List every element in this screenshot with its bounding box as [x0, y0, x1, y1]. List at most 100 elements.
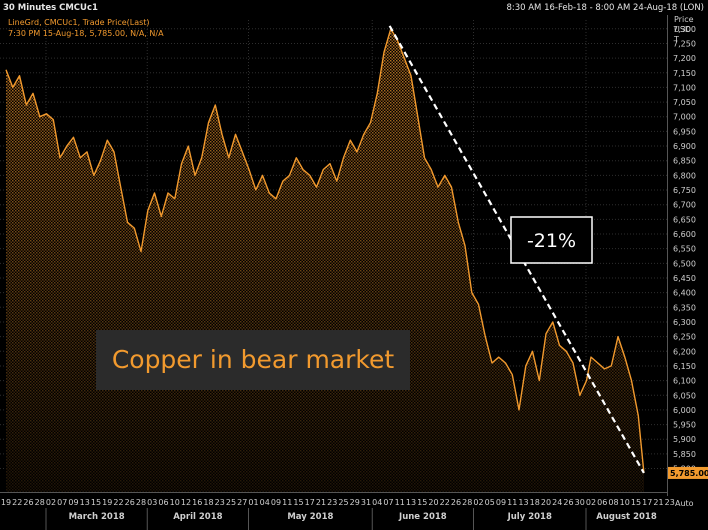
x-tick-label: 11	[507, 498, 517, 507]
x-tick-label: 11	[395, 498, 405, 507]
x-month-label: July 2018	[507, 512, 552, 522]
x-tick-label: 18	[203, 498, 213, 507]
x-tick-label: 25	[226, 498, 236, 507]
x-tick-label: 20	[541, 498, 551, 507]
y-tick-label: 6,000	[673, 406, 696, 415]
y-tick-label: 7,250	[673, 39, 696, 48]
y-tick-label: 6,400	[673, 289, 696, 298]
y-tick-label: 6,900	[673, 142, 696, 151]
x-tick-label: 17	[642, 498, 652, 507]
price-axis-title: Price	[674, 15, 694, 24]
x-tick-label: 28	[462, 498, 472, 507]
y-axis: 5,8005,8505,9005,9506,0006,0506,1006,150…	[667, 15, 708, 496]
x-tick-label: 26	[125, 498, 135, 507]
x-tick-label: 02	[586, 498, 596, 507]
y-tick-label: 7,300	[673, 25, 696, 34]
x-tick-label: 27	[237, 498, 247, 507]
x-tick-label: 13	[80, 498, 90, 507]
x-tick-label: 08	[608, 498, 618, 507]
x-tick-label: 02	[46, 498, 56, 507]
y-tick-label: 7,050	[673, 98, 696, 107]
annotation-box	[96, 330, 410, 390]
x-tick-label: 29	[350, 498, 360, 507]
y-tick-label: 5,950	[673, 421, 696, 430]
x-tick-label: 06	[597, 498, 607, 507]
x-tick-label: 26	[451, 498, 461, 507]
chart-title: 30 Minutes CMCUc1	[3, 3, 98, 13]
x-tick-label: 05	[485, 498, 495, 507]
x-tick-label: 19	[102, 498, 112, 507]
x-tick-label: 20	[428, 498, 438, 507]
currency-label: USD	[674, 25, 692, 34]
y-tick-label: 5,900	[673, 435, 696, 444]
x-month-label: April 2018	[173, 512, 222, 522]
x-tick-label: 18	[530, 498, 540, 507]
x-tick-label: 09	[271, 498, 281, 507]
y-tick-label: 6,650	[673, 215, 696, 224]
x-tick-label: 13	[518, 498, 528, 507]
x-tick-label: 06	[158, 498, 168, 507]
x-tick-label: 23	[215, 498, 225, 507]
x-tick-label: 02	[473, 498, 483, 507]
price-line	[5, 28, 645, 473]
x-tick-label: 15	[417, 498, 427, 507]
y-tick-label: 6,200	[673, 347, 696, 356]
x-tick-label: 22	[440, 498, 450, 507]
x-tick-label: 16	[192, 498, 202, 507]
y-tick-label: 6,550	[673, 245, 696, 254]
annotation-pct-box	[510, 216, 593, 264]
x-tick-label: 09	[68, 498, 78, 507]
date-range: 8:30 AM 16-Feb-18 - 8:00 AM 24-Aug-18 (L…	[506, 3, 704, 13]
y-tick-label: 7,100	[673, 83, 696, 92]
annotation-bear-market: Copper in bear market	[112, 345, 395, 374]
x-tick-label: 25	[338, 498, 348, 507]
x-tick-label: 10	[620, 498, 630, 507]
x-tick-label: 24	[552, 498, 562, 507]
last-price-label: 5,785.00	[670, 469, 708, 478]
y-tick-label: 7,200	[673, 54, 696, 63]
x-tick-label: 21	[316, 498, 326, 507]
y-tick-label: 6,850	[673, 157, 696, 166]
y-tick-label: 6,750	[673, 186, 696, 195]
x-tick-label: 07	[383, 498, 393, 507]
y-tick-label: 6,700	[673, 201, 696, 210]
y-tick-label: 6,600	[673, 230, 696, 239]
unit-label: T	[674, 35, 679, 44]
x-tick-label: 23	[327, 498, 337, 507]
y-tick-label: 6,350	[673, 303, 696, 312]
y-tick-label: 6,300	[673, 318, 696, 327]
x-tick-label: 28	[35, 498, 45, 507]
auto-scale-button[interactable]: Auto	[675, 499, 694, 508]
x-tick-label: 26	[563, 498, 573, 507]
y-tick-label: 6,150	[673, 362, 696, 371]
annotations: Copper in bear market -21%	[96, 216, 593, 390]
y-tick-label: 5,850	[673, 450, 696, 459]
x-tick-label: 31	[361, 498, 371, 507]
last-price-tag	[668, 466, 708, 479]
x-tick-label: 04	[372, 498, 382, 507]
trendline-dashed	[388, 25, 645, 474]
x-tick-label: 01	[248, 498, 258, 507]
y-tick-label: 6,250	[673, 333, 696, 342]
legend-line-1: LineGrd, CMCUc1, Trade Price(Last)	[8, 18, 150, 27]
y-tick-label: 6,050	[673, 391, 696, 400]
y-tick-label: 7,000	[673, 113, 696, 122]
annotation-pct-change: -21%	[527, 230, 576, 252]
x-tick-label: 19	[1, 498, 11, 507]
x-tick-label: 15	[293, 498, 303, 507]
x-tick-label: 04	[260, 498, 270, 507]
x-tick-label: 11	[282, 498, 292, 507]
x-tick-label: 23	[665, 498, 675, 507]
x-tick-label: 12	[181, 498, 191, 507]
x-tick-label: 21	[653, 498, 663, 507]
x-tick-label: 10	[170, 498, 180, 507]
x-tick-label: 15	[631, 498, 641, 507]
trendline	[388, 25, 645, 474]
x-axis: 19 22 26 28 02 07 09 13 15 19 22 26 28 03 06 10 12 16 18 23…	[0, 492, 675, 530]
x-tick-label: 03	[147, 498, 157, 507]
x-tick-label: 07	[57, 498, 67, 507]
x-tick-label: 26	[23, 498, 33, 507]
y-tick-label: 6,800	[673, 171, 696, 180]
x-tick-label: 13	[406, 498, 416, 507]
